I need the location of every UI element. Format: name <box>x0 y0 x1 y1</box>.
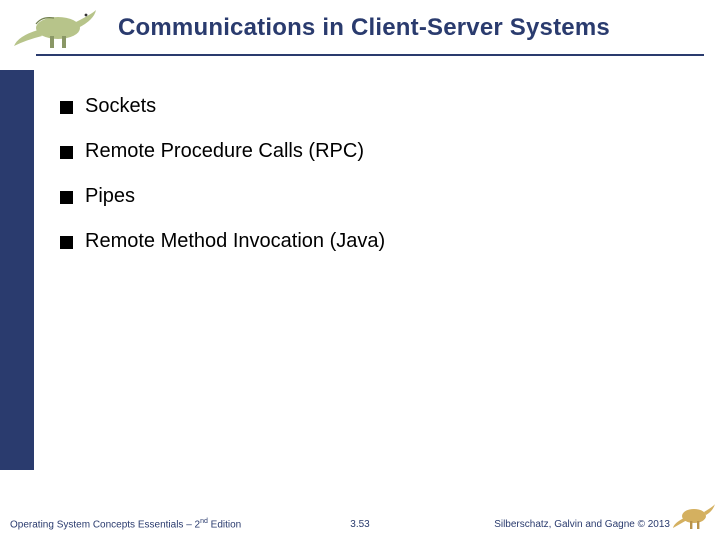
slide-header: Communications in Client-Server Systems <box>0 0 720 68</box>
square-bullet-icon <box>60 236 73 249</box>
title-underline <box>36 54 704 56</box>
list-item: Pipes <box>60 185 680 208</box>
slide: Communications in Client-Server Systems … <box>0 0 720 540</box>
list-item: Remote Method Invocation (Java) <box>60 230 680 253</box>
square-bullet-icon <box>60 146 73 159</box>
bullet-list: Sockets Remote Procedure Calls (RPC) Pip… <box>60 95 680 275</box>
footer-left: Operating System Concepts Essentials – 2… <box>10 518 241 530</box>
footer-left-suffix: Edition <box>208 519 241 530</box>
slide-footer: Operating System Concepts Essentials – 2… <box>0 504 720 540</box>
footer-copyright: Silberschatz, Galvin and Gagne © 2013 <box>494 519 670 530</box>
list-item: Sockets <box>60 95 680 118</box>
square-bullet-icon <box>60 101 73 114</box>
slide-title: Communications in Client-Server Systems <box>118 14 610 42</box>
footer-left-ordinal: nd <box>200 518 208 525</box>
dinosaur-icon <box>672 501 716 536</box>
dinosaur-icon <box>12 6 100 57</box>
bullet-text: Remote Method Invocation (Java) <box>85 230 385 253</box>
bullet-text: Sockets <box>85 95 156 118</box>
square-bullet-icon <box>60 191 73 204</box>
list-item: Remote Procedure Calls (RPC) <box>60 140 680 163</box>
bullet-text: Remote Procedure Calls (RPC) <box>85 140 364 163</box>
sidebar-accent <box>0 70 34 470</box>
footer-left-prefix: Operating System Concepts Essentials – 2 <box>10 519 200 530</box>
footer-page-number: 3.53 <box>350 519 369 530</box>
bullet-text: Pipes <box>85 185 135 208</box>
